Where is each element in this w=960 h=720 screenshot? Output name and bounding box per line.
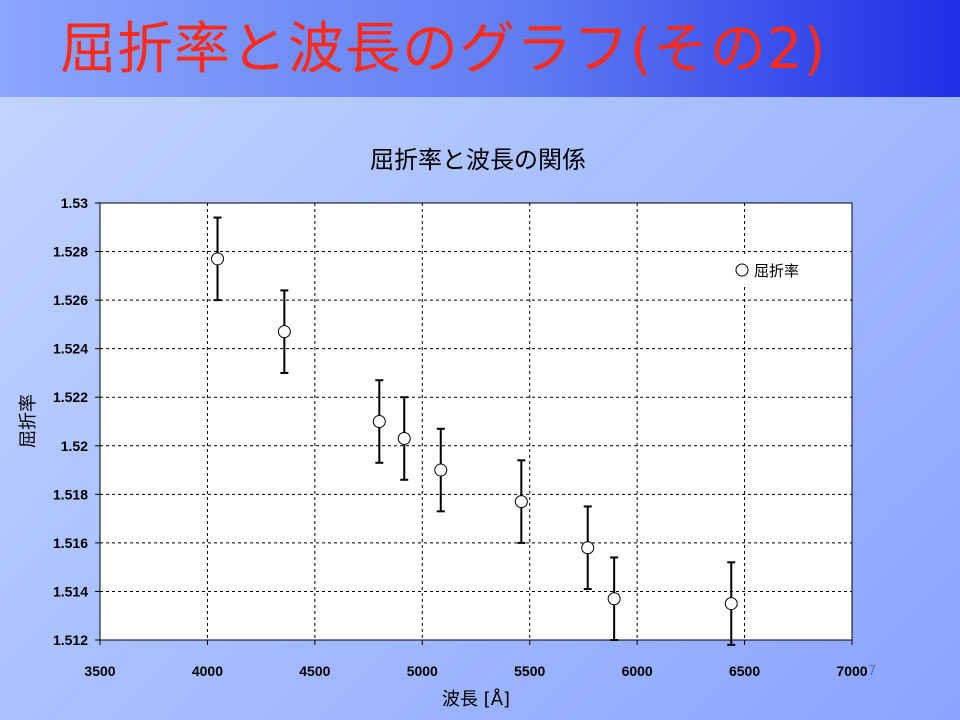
data-point (607, 592, 621, 606)
x-tick-label: 5500 (514, 663, 545, 679)
data-point (434, 463, 448, 477)
data-point (724, 597, 738, 611)
y-tick-label: 1.53 (61, 195, 88, 211)
y-tick-label: 1.522 (53, 389, 88, 405)
title-band (0, 0, 960, 97)
data-point (514, 495, 528, 509)
data-point (397, 431, 411, 445)
data-point (211, 252, 225, 266)
x-tick-label: 6500 (729, 663, 760, 679)
legend-marker (735, 263, 749, 277)
y-tick-label: 1.528 (53, 244, 88, 260)
y-axis-label: 屈折率 (18, 394, 39, 448)
y-tick-label: 1.518 (53, 486, 88, 502)
x-tick-label: 6000 (622, 663, 653, 679)
y-tick-label: 1.512 (53, 632, 88, 648)
x-tick-labels: 3500 4000 4500 5000 5500 6000 6500 7000 (84, 663, 867, 679)
y-tick-label: 1.52 (61, 438, 88, 454)
x-tick-label: 4500 (299, 663, 330, 679)
data-points (211, 216, 738, 646)
y-tick-label: 1.526 (53, 292, 88, 308)
y-tick-labels: 1.512 1.514 1.516 1.518 1.52 1.522 1.524 1.526 1… (53, 195, 88, 648)
x-tick-label: 7000 (836, 663, 867, 679)
data-point (581, 541, 595, 555)
data-point (277, 325, 291, 339)
data-point (372, 415, 386, 428)
legend: 屈折率 (728, 256, 820, 284)
page-number: 7 (868, 664, 877, 679)
y-tick-label: 1.524 (53, 341, 88, 357)
x-tick-label: 3500 (84, 663, 115, 679)
x-axis-label: 波長 [Å] (442, 688, 510, 710)
y-tick-label: 1.514 (53, 583, 88, 599)
grid (95, 202, 853, 645)
x-tick-label: 4000 (192, 663, 223, 679)
y-tick-label: 1.516 (53, 535, 88, 551)
slide-title: 屈折率と波長のグラフ(その2) (60, 17, 827, 82)
legend-label: 屈折率 (754, 262, 799, 280)
x-tick-label: 5000 (407, 663, 438, 679)
plot-area (99, 202, 853, 641)
chart-title: 屈折率と波長の関係 (370, 146, 586, 174)
